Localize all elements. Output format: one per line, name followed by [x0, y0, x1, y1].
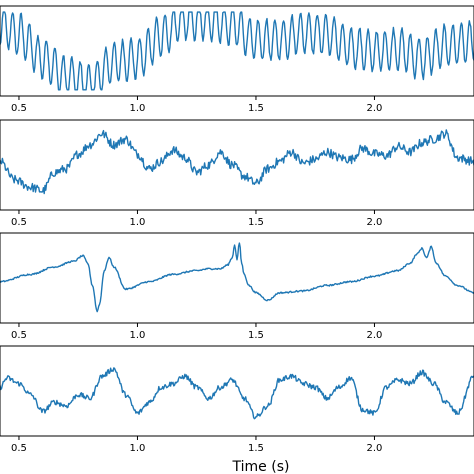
panel-3-plot	[0, 242, 474, 313]
panel-3-x-tick-label: 1.0	[130, 330, 146, 341]
panel-2: 0.5 1.0 1.5 2.0	[0, 119, 474, 228]
panel-2-x-tick-label: 0.5	[11, 217, 27, 228]
panel-4: 0.5 1.0 1.5 2.0	[0, 345, 474, 454]
panel-3-x-tick-label: 2.0	[367, 330, 383, 341]
panel-4-x-tick-label: 2.0	[367, 443, 383, 454]
panel-1-x-tick-label: 2.0	[367, 103, 383, 114]
panel-3: 0.5 1.0 1.5 2.0	[0, 232, 474, 341]
panel-2-x-tick-label: 1.5	[248, 217, 264, 228]
panel-2-frame	[0, 119, 474, 211]
panel-1-x-tick-label: 1.0	[130, 103, 146, 114]
panel-4-plot	[0, 367, 474, 420]
panel-3-frame	[0, 232, 474, 324]
x-axis-label: Time (s)	[232, 459, 290, 474]
panel-1-series-line	[0, 11, 474, 91]
panel-4-x-tick-label: 0.5	[11, 443, 27, 454]
panel-1-ticks: 0.5 1.0 1.5 2.0	[11, 96, 382, 114]
panel-2-plot	[0, 129, 474, 195]
panel-1-x-tick-label: 1.5	[248, 103, 264, 114]
panel-2-ticks: 0.5 1.0 1.5 2.0	[11, 210, 382, 228]
panel-3-x-tick-label: 1.5	[248, 330, 264, 341]
panel-4-ticks: 0.5 1.0 1.5 2.0	[11, 436, 382, 454]
panel-3-ticks: 0.5 1.0 1.5 2.0	[11, 323, 382, 341]
panel-2-series-line	[0, 129, 474, 195]
panel-1: 0.5 1.0 1.5 2.0	[0, 5, 474, 114]
panel-4-x-tick-label: 1.5	[248, 443, 264, 454]
panel-4-x-tick-label: 1.0	[130, 443, 146, 454]
panel-1-x-tick-label: 0.5	[11, 103, 27, 114]
panel-3-x-tick-label: 0.5	[11, 330, 27, 341]
panel-1-frame	[0, 5, 474, 97]
panel-1-plot	[0, 11, 474, 91]
panel-4-frame	[0, 345, 474, 437]
panel-3-series-line	[0, 242, 474, 313]
panel-2-x-tick-label: 1.0	[130, 217, 146, 228]
panel-4-series-line	[0, 367, 474, 420]
panel-2-x-tick-label: 2.0	[367, 217, 383, 228]
